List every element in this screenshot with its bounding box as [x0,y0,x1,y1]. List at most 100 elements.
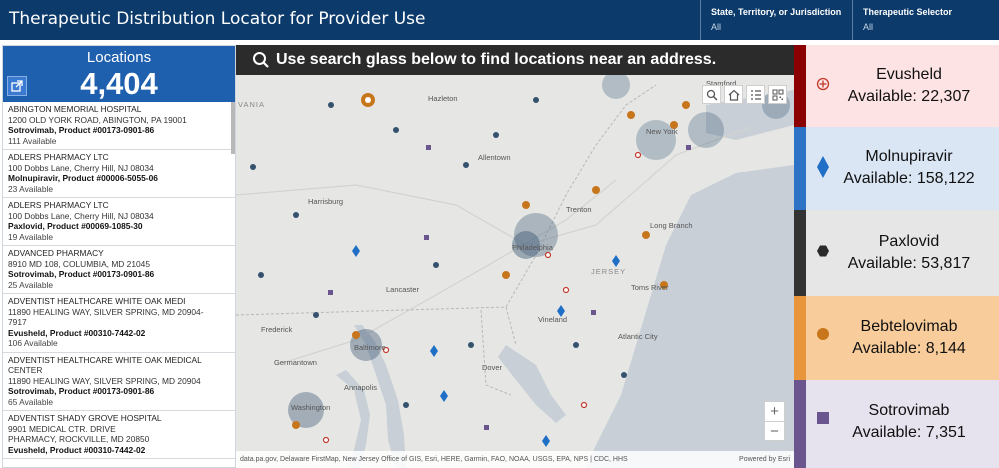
map-label: Hazleton [428,94,458,103]
location-product: Paxlovid, Product #00069-1085-30 [8,221,143,231]
list-item[interactable]: ADLERS PHARMACY LTC 100 Dobbs Lane, Cher… [3,150,235,198]
card-title: Molnupiravir [865,148,953,165]
home-icon[interactable] [724,85,743,104]
map-attribution: data.pa.gov, Delaware FirstMap, New Jers… [236,451,794,468]
map-label: Dover [482,363,503,372]
card-sotrovimab[interactable]: Sotrovimab Available: 7,351 [794,380,999,468]
zoom-out-button[interactable]: − [765,421,784,440]
location-product: Evusheld, Product #00310-7442-02 [8,444,146,455]
location-product: Sotrovimab, Product #00173-0901-86 [8,269,155,279]
state-filter[interactable]: State, Territory, or Jurisdiction All [700,0,852,40]
card-color-bar [794,296,806,380]
list-item[interactable]: ADVENTIST SHADY GROVE HOSPITAL 9901 MEDI… [3,411,235,459]
map-label: Atlantic City [618,332,658,341]
map-label: Frederick [261,325,293,334]
qr-code-icon[interactable] [768,85,787,104]
location-address-cont: 7917 [8,317,27,327]
location-product: Sotrovimab, Product #00173-0901-86 [8,125,155,135]
location-product: Evusheld, Product #00310-7442-02 [8,327,146,338]
therapeutic-filter[interactable]: Therapeutic Selector All [852,0,999,40]
map-label: JERSEY [591,267,627,276]
powered-by-esri[interactable]: Powered by Esri [739,456,790,463]
location-address-cont: 11890 HEALING WAY, SILVER SPRING, MD 209… [8,375,201,386]
map-canvas[interactable] [236,45,794,468]
card-molnupiravir[interactable]: Molnupiravir Available: 158,122 [794,127,999,210]
location-name: ADVENTIST SHADY GROVE HOSPITAL [8,413,162,423]
circle-icon [817,328,829,340]
location-product: Molnupiravir, Product #00006-5055-06 [8,173,158,183]
map-label: Philadelphia [512,243,553,252]
location-address: 11890 HEALING WAY, SILVER SPRING, MD 209… [8,306,204,317]
map-label: Lancaster [386,285,419,294]
map-label: Allentown [478,153,511,162]
card-available: Available: 22,307 [847,88,971,105]
search-icon[interactable] [702,85,721,104]
open-external-icon[interactable] [7,76,27,96]
zoom-control: + − [764,401,785,441]
card-color-bar [794,127,806,210]
location-available: 106 Available [8,338,58,348]
location-available: 65 Available [8,396,54,407]
location-name: ADVENTIST HEALTHCARE WHITE OAK MEDI [8,296,186,306]
card-available: Available: 8,144 [852,340,966,357]
map-label: New York [646,127,678,136]
location-available: 25 Available [8,279,54,290]
card-title: Sotrovimab [868,402,950,419]
list-item[interactable]: ADVENTIST HEALTHCARE WHITE OAK MEDICAL C… [3,353,235,411]
card-color-bar [794,45,806,127]
location-address: 100 Dobbs Lane, Cherry Hill, NJ 08034 [8,210,154,221]
card-bebtelovimab[interactable]: Bebtelovimab Available: 8,144 [794,296,999,380]
hexagon-icon [817,245,829,257]
locations-count: 4,404 [80,66,158,101]
map-label: Germantown [274,358,317,367]
map-label: Toms River [631,283,669,292]
card-paxlovid[interactable]: Paxlovid Available: 53,817 [794,210,999,296]
map-label: Annapolis [344,383,377,392]
zoom-in-button[interactable]: + [770,403,779,420]
location-product: Sotrovimab, Product #00173-0901-86 [8,386,155,396]
locations-panel: Locations 4,404 ABINGTON MEMORIAL HOSPIT… [2,45,236,468]
list-item[interactable]: ADLERS PHARMACY LTC 100 Dobbs Lane, Cher… [3,198,235,246]
card-evusheld[interactable]: Evusheld Available: 22,307 [794,45,999,127]
state-filter-label: State, Territory, or Jurisdiction [711,7,842,17]
card-color-bar [794,380,806,468]
map-toolbar [702,85,787,104]
card-color-bar [794,210,806,296]
search-banner-text: Use search glass below to find locations… [276,51,717,68]
attribution-text: data.pa.gov, Delaware FirstMap, New Jers… [240,456,628,463]
card-available: Available: 158,122 [843,170,975,187]
list-scrollbar[interactable] [231,102,235,154]
card-title: Bebtelovimab [860,318,958,335]
location-name: ADLERS PHARMACY LTC [8,152,109,162]
state-filter-value[interactable]: All [711,22,722,32]
location-address: 1200 OLD YORK ROAD, ABINGTON, PA 19001 [8,114,187,125]
location-address: 9901 MEDICAL CTR. DRIVE [8,423,116,434]
diamond-icon [817,156,829,178]
app-title: Therapeutic Distribution Locator for Pro… [9,9,426,29]
location-address: 8910 MD 108, COLUMBIA, MD 21045 [8,258,150,269]
therapeutic-filter-label: Therapeutic Selector [863,7,953,17]
map-label: Harrisburg [308,197,344,206]
list-item[interactable]: ADVANCED PHARMACY 8910 MD 108, COLUMBIA,… [3,246,235,294]
map-label: Washington [291,403,331,412]
location-name: ADVANCED PHARMACY [8,248,104,258]
location-address: 100 Dobbs Lane, Cherry Hill, NJ 08034 [8,162,154,173]
square-icon [817,412,829,424]
therapeutic-filter-value[interactable]: All [863,22,874,32]
card-available: Available: 53,817 [847,255,971,272]
map-label: Trenton [566,205,592,214]
circle-plus-icon [816,77,830,91]
list-item[interactable]: ADVENTIST HEALTHCARE WHITE OAK MEDI 1189… [3,294,235,353]
therapeutic-cards: Evusheld Available: 22,307 Molnupiravir … [794,45,999,468]
list-item[interactable]: ABINGTON MEMORIAL HOSPITAL 1200 OLD YORK… [3,102,235,150]
location-available: 111 Available [8,135,57,146]
location-name: ADLERS PHARMACY LTC [8,200,109,210]
map-label: Baltimore [354,343,386,352]
list-icon[interactable] [746,85,765,104]
map-view[interactable]: VANIA Hazleton Harrisburg Allentown Tren… [236,45,794,468]
map-label: Vineland [538,315,568,324]
locations-header: Locations 4,404 [3,46,235,102]
location-name: ADVENTIST HEALTHCARE WHITE OAK MEDICAL [8,354,202,365]
card-available: Available: 7,351 [852,424,966,441]
card-title: Evusheld [876,66,942,83]
